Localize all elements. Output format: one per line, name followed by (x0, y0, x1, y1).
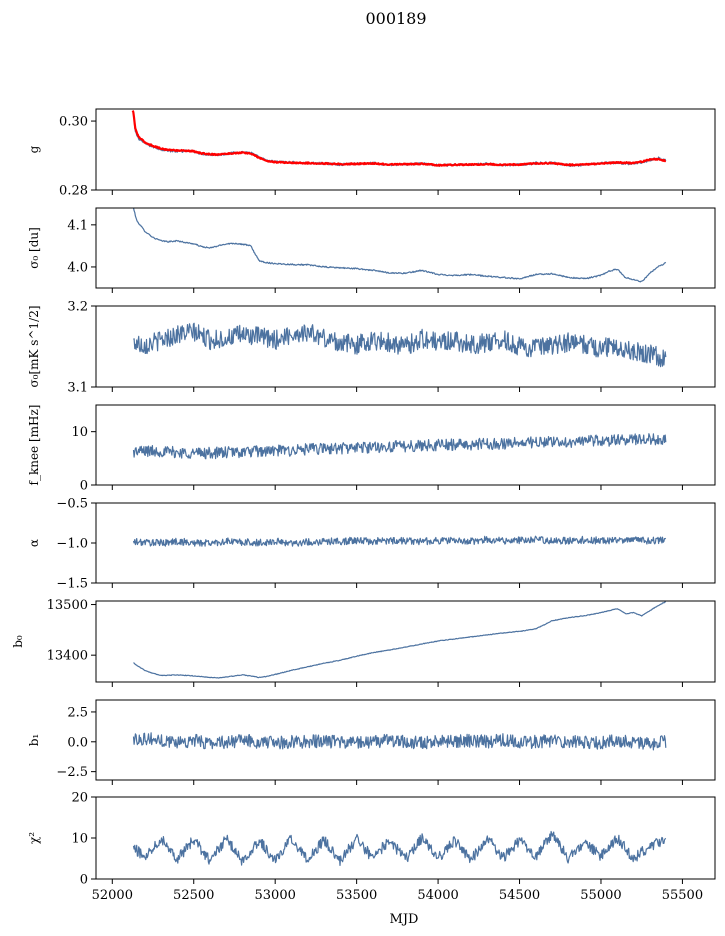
panel-6: 13400 13500 b₀ (11, 598, 716, 687)
plot-frame (95, 404, 716, 486)
y-axis-label: b₀ (11, 635, 25, 648)
series-line-1 (132, 113, 667, 168)
y-tick-label: 2.5 (67, 705, 88, 720)
y-axis-label: α (27, 539, 41, 547)
y-tick-label: 3.2 (67, 300, 88, 315)
x-tick-label: 55000 (580, 888, 621, 903)
series-line-1 (132, 433, 667, 460)
series-line-1 (132, 732, 667, 751)
series-line-1 (132, 208, 667, 283)
panel-4: 0 10 f_knee [mHz] (27, 404, 716, 494)
y-tick-label: −0.5 (56, 497, 88, 512)
y-tick-label: 0.28 (59, 184, 88, 199)
plot-frame (95, 207, 716, 289)
y-tick-label: 13500 (47, 598, 88, 613)
y-tick-label: −2.5 (56, 765, 88, 780)
x-tick-label: 53000 (255, 888, 296, 903)
x-tick-label: 52000 (92, 888, 133, 903)
x-tick-label: 55500 (662, 888, 703, 903)
plot-frame (95, 305, 716, 388)
x-tick-label: 54500 (499, 888, 540, 903)
series-line-2 (131, 110, 667, 167)
panel-1: 0.28 0.30 g (27, 108, 716, 199)
y-tick-label: 3.1 (67, 381, 88, 396)
y-tick-label: 0.0 (67, 735, 88, 750)
x-tick-label: 54000 (417, 888, 458, 903)
series-line-1 (132, 830, 667, 866)
y-tick-label: 10 (71, 832, 88, 847)
y-tick-label: 4.0 (67, 260, 88, 275)
y-tick-label: 4.1 (67, 218, 88, 233)
series-line-1 (133, 601, 666, 679)
y-axis-label: σ₀[mK s^1/2] (27, 305, 41, 387)
y-tick-label: 0 (80, 479, 88, 494)
y-axis-label: g (27, 145, 41, 153)
y-axis-label: χ² (27, 832, 41, 844)
y-axis-label: σ₀ [du] (27, 227, 41, 269)
y-axis-label: f_knee [mHz] (27, 405, 41, 486)
y-tick-label: 20 (71, 791, 88, 806)
y-tick-label: −1.5 (56, 577, 88, 592)
panels: 0.28 0.30 g 4.0 4.1 σ₀ [du] 3.1 3.2 σ₀[mK s^1/2]… (11, 108, 716, 903)
y-tick-label: 0 (80, 873, 88, 888)
figure-title: 000189 (365, 9, 426, 28)
x-tick-label: 53500 (336, 888, 377, 903)
y-tick-label: 10 (71, 425, 88, 440)
panel-5: −1.5 −1.0 −0.5 α (27, 497, 716, 592)
x-tick-label: 52500 (173, 888, 214, 903)
panel-3: 3.1 3.2 σ₀[mK s^1/2] (27, 300, 716, 396)
panel-8: 0 10 20 52000 52500 53000 53500 54000 54500 55000… (27, 791, 716, 903)
plot-frame (95, 108, 716, 191)
y-axis-label: b₁ (27, 734, 41, 747)
plot-frame (95, 699, 716, 781)
y-tick-label: 13400 (47, 649, 88, 664)
y-tick-label: 0.30 (59, 115, 88, 130)
x-axis-label: MJD (390, 912, 419, 927)
plot-frame (95, 796, 716, 880)
panel-7: −2.5 0.0 2.5 b₁ (27, 699, 716, 785)
panel-2: 4.0 4.1 σ₀ [du] (27, 207, 716, 293)
series-line-1 (132, 535, 667, 547)
y-tick-label: −1.0 (56, 537, 88, 552)
series-line-1 (133, 322, 667, 368)
plot-frame (95, 600, 716, 683)
